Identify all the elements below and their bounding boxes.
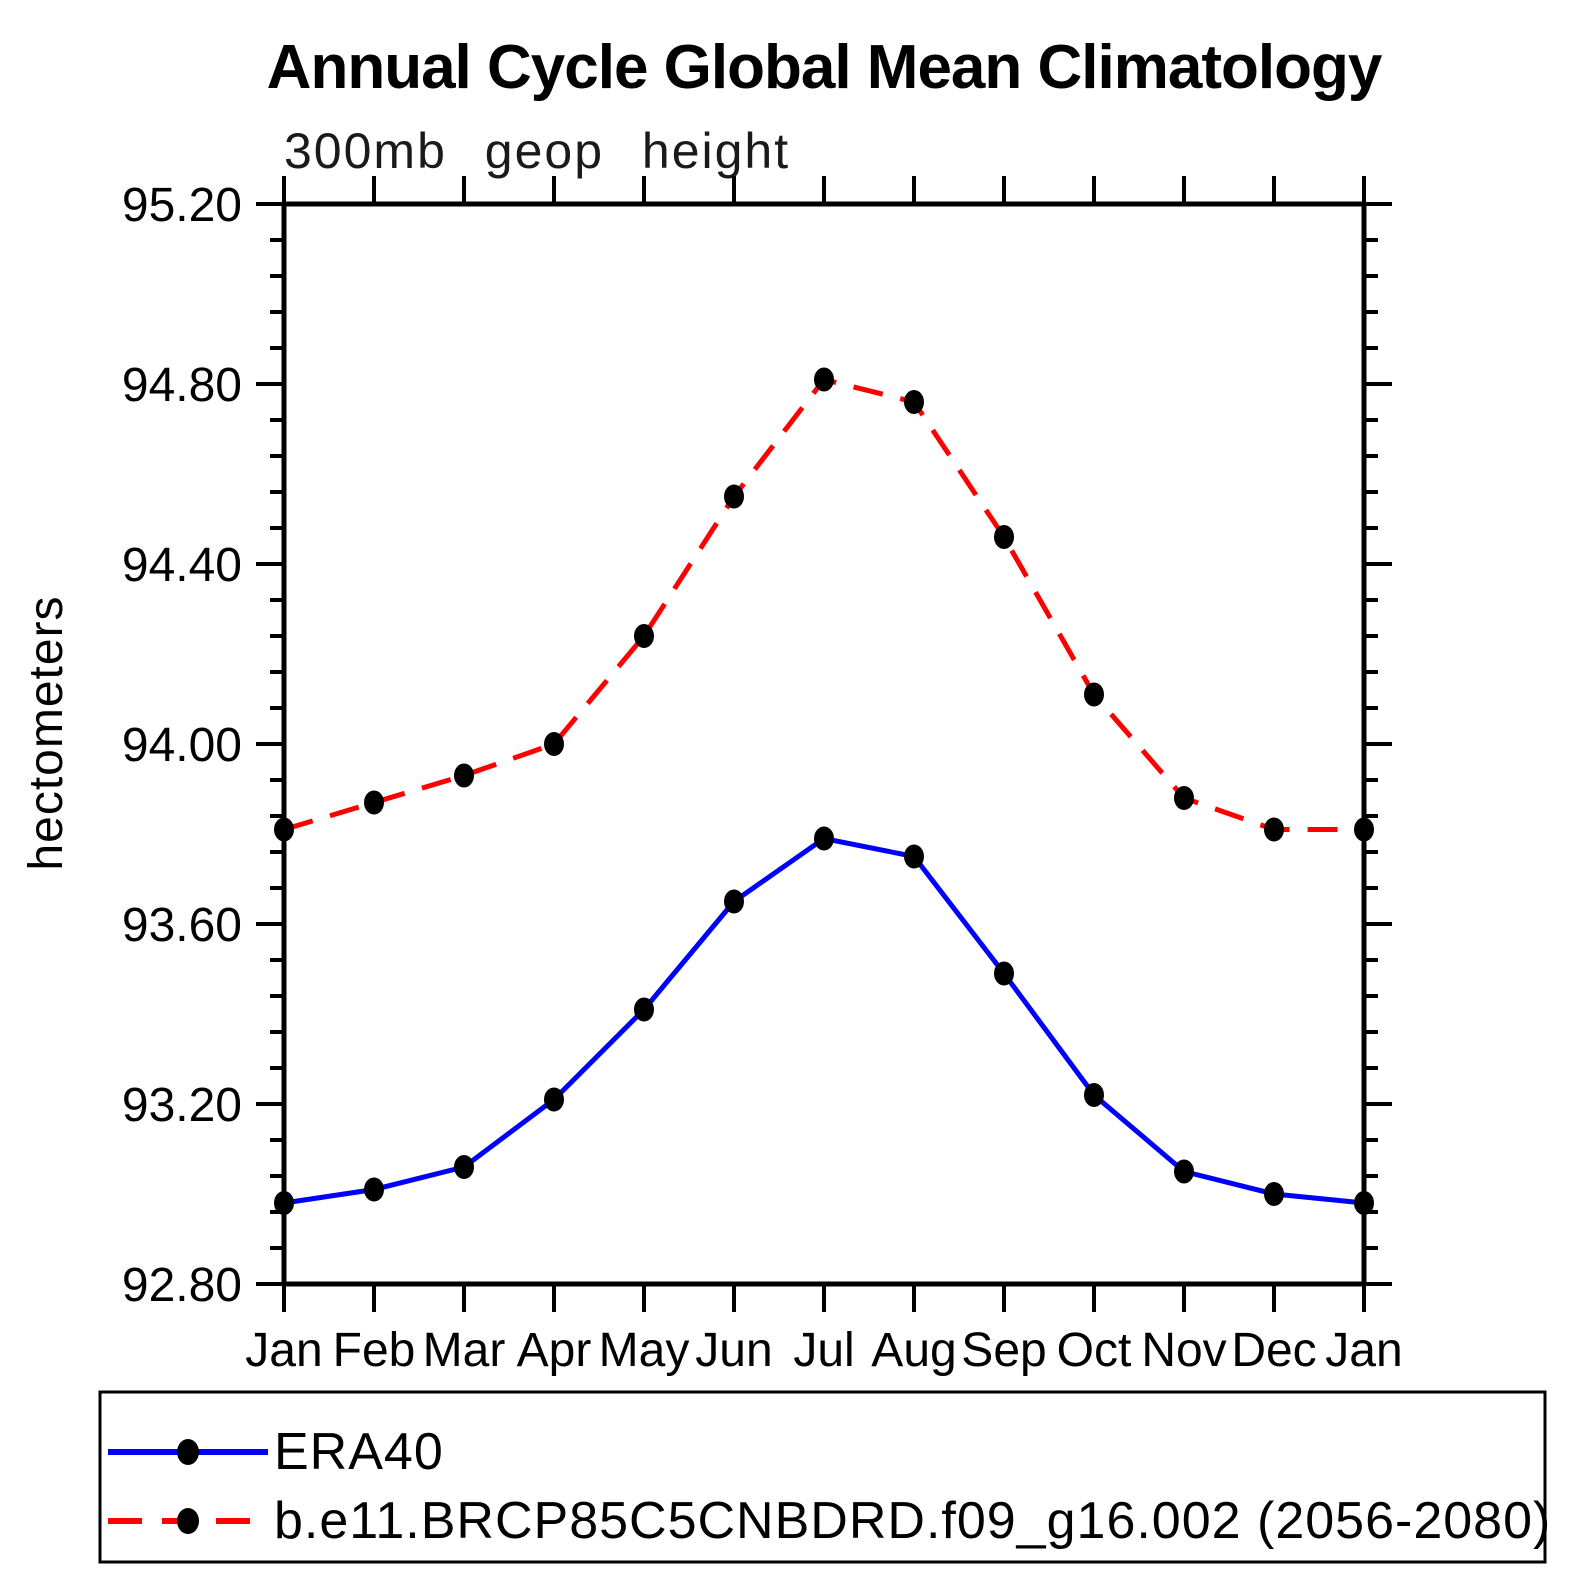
x-tick-label: Apr — [517, 1324, 592, 1377]
x-tick-label: Oct — [1057, 1324, 1132, 1377]
data-point-marker — [454, 1155, 474, 1179]
data-point-marker — [814, 826, 834, 851]
data-point-marker — [814, 367, 834, 392]
x-tick-label: Aug — [871, 1324, 956, 1377]
data-point-marker — [1354, 817, 1374, 842]
x-tick-label: Sep — [961, 1324, 1046, 1377]
x-tick-label: May — [599, 1324, 690, 1377]
data-point-marker — [904, 390, 924, 414]
data-point-marker — [454, 763, 474, 788]
data-point-marker — [544, 1087, 564, 1112]
y-axis-label: hectometers — [20, 595, 73, 870]
y-tick-label: 94.40 — [122, 539, 242, 592]
data-series — [274, 367, 1374, 1215]
y-tick-label: 94.80 — [122, 359, 242, 412]
data-point-marker — [1084, 1083, 1104, 1107]
data-point-marker — [994, 961, 1014, 986]
legend-label-era40: ERA40 — [274, 1423, 444, 1481]
data-point-marker — [1264, 1182, 1284, 1206]
data-point-marker — [1264, 817, 1284, 842]
data-point-marker — [364, 790, 384, 815]
y-tick-label: 93.20 — [122, 1079, 242, 1132]
x-tick-label: Jan — [1325, 1324, 1402, 1377]
data-point-marker — [364, 1177, 384, 1202]
x-tick-label: Feb — [333, 1324, 416, 1377]
x-tick-label: Jan — [245, 1324, 322, 1377]
data-point-marker — [724, 484, 744, 509]
y-tick-label: 94.00 — [122, 719, 242, 772]
data-point-marker — [1084, 682, 1104, 707]
data-point-marker — [1174, 1159, 1194, 1184]
data-point-marker — [634, 624, 654, 648]
data-point-marker — [1174, 786, 1194, 810]
legend-box — [98, 1390, 1547, 1564]
chart-title: Annual Cycle Global Mean Climatology — [267, 33, 1383, 102]
x-tick-label: Jun — [695, 1324, 772, 1377]
legend-marker-era40-icon — [177, 1439, 199, 1465]
axes — [256, 176, 1392, 1312]
data-point-marker — [544, 732, 564, 756]
data-point-marker — [994, 525, 1014, 549]
legend-marker-model-icon — [177, 1508, 199, 1534]
data-point-marker — [274, 817, 294, 842]
x-tick-label: Nov — [1141, 1324, 1226, 1377]
y-tick-label: 92.80 — [122, 1259, 242, 1312]
x-tick-label: Jul — [793, 1324, 854, 1377]
x-tick-label: Mar — [423, 1324, 506, 1377]
y-tick-label: 95.20 — [122, 179, 242, 232]
data-point-marker — [274, 1191, 294, 1215]
x-tick-label: Dec — [1231, 1324, 1316, 1377]
data-point-marker — [634, 997, 654, 1022]
data-point-marker — [724, 889, 744, 914]
chart-subtitle: 300mb geop height — [284, 123, 790, 179]
legend: ERA40 b.e11.BRCP85C5CNBDRD.f09_g16.002 (… — [98, 1390, 1551, 1564]
data-point-marker — [904, 844, 924, 869]
y-tick-label: 93.60 — [122, 899, 242, 952]
data-point-marker — [1354, 1191, 1374, 1215]
legend-label-model: b.e11.BRCP85C5CNBDRD.f09_g16.002 (2056-2… — [274, 1492, 1551, 1550]
